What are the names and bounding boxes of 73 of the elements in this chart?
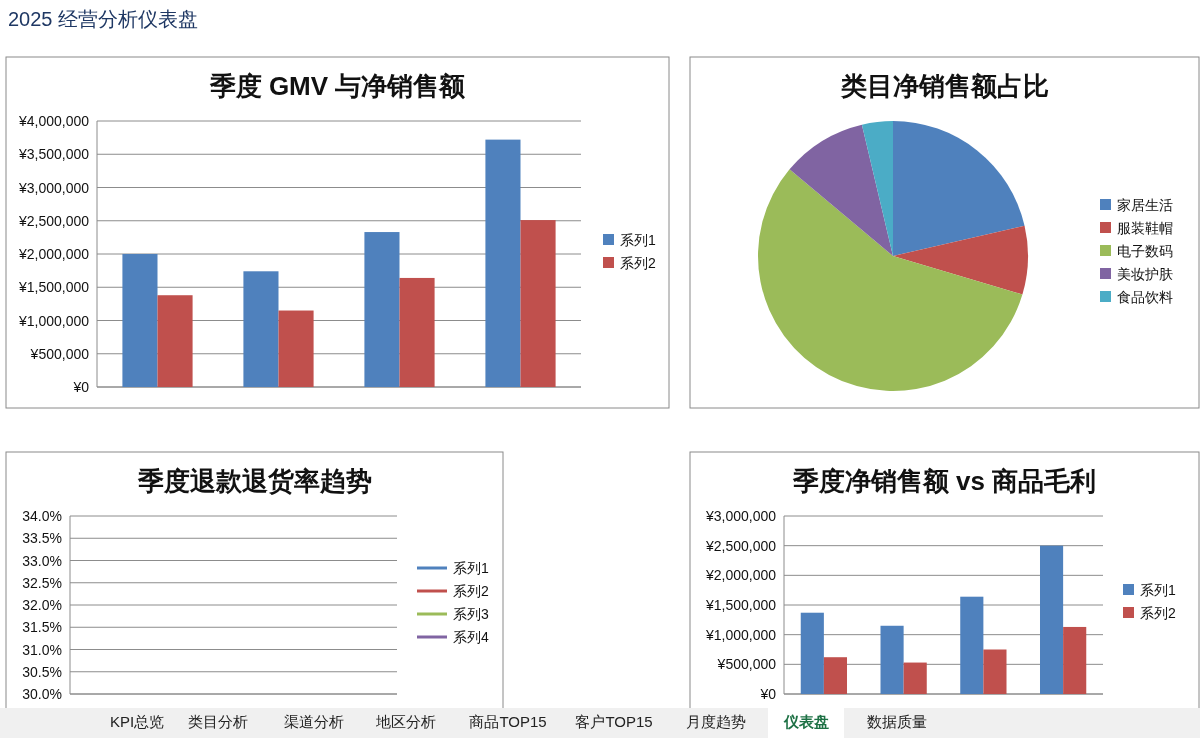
bar: [960, 596, 984, 694]
legend-label: 系列2: [620, 255, 656, 271]
y-tick-label: 31.5%: [22, 619, 62, 636]
text: 月度趋势: [686, 713, 746, 730]
chart-title: 类目净销售额占比: [839, 71, 1049, 101]
y-tick-label: ¥1,500,000: [17, 279, 90, 296]
y-tick-label: ¥0: [759, 686, 777, 702]
bar: [903, 662, 927, 694]
legend-label: 系列1: [620, 232, 656, 248]
bar: [983, 649, 1007, 694]
legend-label: 系列2: [1140, 605, 1176, 621]
bar: [880, 625, 904, 694]
bar: [520, 220, 556, 387]
legend-label: 系列1: [453, 560, 489, 576]
pie-slice: [893, 225, 1028, 295]
y-tick-label: ¥2,500,000: [17, 212, 90, 229]
text: KPI总览: [109, 713, 165, 730]
y-tick-label: 30.0%: [22, 686, 62, 702]
legend-label: 家居生活: [1117, 197, 1173, 213]
text: 商品TOP15: [469, 713, 547, 730]
bar: [364, 232, 400, 387]
text: 仪表盘: [782, 713, 829, 730]
legend-label: 系列2: [453, 583, 489, 599]
text: 渠道分析: [284, 713, 344, 730]
bar: [243, 271, 279, 387]
y-tick-label: ¥3,000,000: [17, 179, 90, 196]
y-tick-label: ¥2,500,000: [704, 537, 777, 554]
pie-slice: [893, 121, 1025, 256]
y-tick-label: ¥500,000: [716, 656, 777, 673]
bar: [399, 277, 435, 387]
y-tick-label: 31.0%: [22, 641, 62, 658]
y-tick-label: 33.5%: [22, 530, 62, 547]
y-tick-label: ¥3,000,000: [704, 508, 777, 524]
text: 类目分析: [188, 713, 248, 730]
y-tick-label: 30.5%: [22, 663, 62, 680]
chart-title: 季度净销售额 vs 商品毛利: [791, 466, 1097, 496]
bar: [800, 612, 824, 694]
y-tick-label: ¥2,000,000: [17, 246, 90, 262]
bar: [485, 139, 521, 387]
bar: [278, 310, 314, 387]
y-tick-label: ¥2,000,000: [704, 567, 777, 584]
pie-slice: [758, 169, 1023, 391]
y-tick-label: ¥500,000: [29, 345, 90, 362]
bar: [823, 657, 847, 694]
y-tick-label: ¥4,000,000: [17, 113, 90, 129]
y-tick-label: 32.5%: [22, 574, 62, 591]
text: 客户TOP15: [575, 713, 653, 730]
bar: [122, 254, 158, 387]
pie-slice: [861, 121, 893, 256]
bar: [1063, 626, 1087, 694]
chart-title: 季度 GMV 与净销售额: [208, 71, 467, 101]
legend-label: 电子数码: [1117, 243, 1173, 259]
y-tick-label: 32.0%: [22, 597, 62, 613]
y-tick-label: ¥3,500,000: [17, 146, 90, 163]
y-tick-label: 33.0%: [22, 552, 62, 569]
bar: [1040, 545, 1064, 694]
legend-label: 系列4: [453, 629, 489, 645]
legend-label: 系列1: [1140, 582, 1176, 598]
y-tick-label: ¥0: [72, 379, 90, 395]
text: 数据质量: [867, 713, 927, 730]
legend-label: 美妆护肤: [1117, 266, 1173, 282]
y-tick-label: ¥1,000,000: [704, 626, 777, 643]
legend-label: 食品饮料: [1117, 289, 1173, 305]
legend-label: 系列3: [453, 606, 489, 622]
bar: [157, 295, 193, 387]
text: 地区分析: [375, 713, 436, 730]
legend-label: 服装鞋帽: [1117, 220, 1173, 236]
chart-title: 季度退款退货率趋势: [136, 466, 372, 496]
pie-slice: [789, 124, 893, 256]
text: 2025 经营分析仪表盘: [8, 8, 199, 30]
y-tick-label: ¥1,000,000: [17, 312, 90, 329]
y-tick-label: ¥1,500,000: [704, 597, 777, 613]
y-tick-label: 34.0%: [22, 508, 62, 524]
